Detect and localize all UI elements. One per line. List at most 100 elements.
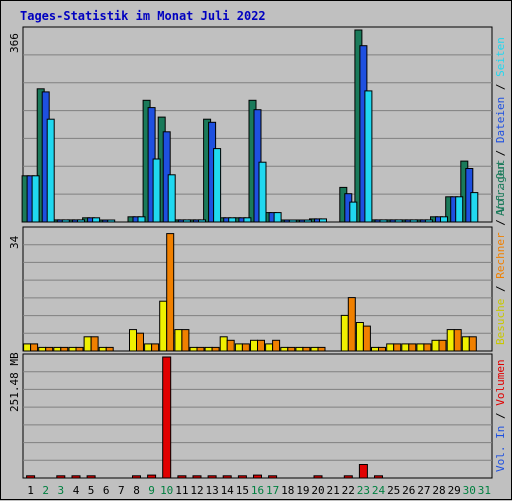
bar-hits-seiten-day-5 [92, 217, 101, 223]
legend-volume: Vol. In / Volumen [494, 359, 507, 472]
legend-hits: Anfragen / Dateien / Seiten [494, 37, 507, 216]
bar-volume-volumen-day-13 [207, 475, 217, 479]
bar-visits-besuche-day-24 [371, 346, 379, 352]
bar-visits-besuche-day-1 [23, 343, 32, 352]
x-tick-label-day-17: 17 [266, 484, 279, 497]
bar-visits-rechner-day-25 [393, 343, 402, 352]
legend-entry: Anfragen [494, 163, 507, 216]
x-tick-label-day-30: 30 [463, 484, 476, 497]
legend-entry: / [494, 213, 507, 233]
bar-hits-seiten-day-17 [273, 212, 282, 223]
bar-visits-rechner-day-28 [438, 339, 447, 352]
x-tick-label-day-16: 16 [251, 484, 264, 497]
x-tick-label-day-5: 5 [88, 484, 95, 497]
bar-hits-seiten-day-13 [213, 148, 222, 223]
bar-volume-volumen-day-20 [313, 475, 323, 479]
legend-entry: / [494, 279, 507, 299]
bar-visits-rechner-day-29 [453, 329, 462, 352]
x-tick-label-day-25: 25 [387, 484, 400, 497]
legend-entry: / [494, 143, 507, 163]
bar-visits-rechner-day-26 [408, 343, 417, 352]
bar-hits-seiten-day-6 [107, 219, 116, 223]
bar-visits-besuche-day-12 [189, 346, 198, 352]
bar-visits-rechner-day-18 [287, 346, 296, 352]
legend-entry: Vol. In [494, 426, 507, 472]
bar-hits-seiten-day-25 [394, 219, 403, 223]
x-tick-label-day-21: 21 [326, 484, 339, 497]
bar-visits-besuche-day-26 [401, 343, 410, 352]
bar-visits-besuche-day-4 [68, 346, 77, 352]
x-tick-label-day-10: 10 [160, 484, 173, 497]
x-tick-label-day-6: 6 [103, 484, 110, 497]
bar-visits-besuche-day-18 [280, 346, 289, 352]
bar-volume-volumen-day-1 [26, 475, 36, 479]
bar-visits-rechner-day-8 [136, 332, 144, 352]
chart-title: Tages-Statistik im Monat Juli 2022 [20, 9, 266, 23]
x-tick-label-day-14: 14 [221, 484, 235, 497]
bar-visits-rechner-day-5 [90, 336, 99, 352]
x-tick-label-day-22: 22 [342, 484, 355, 497]
bar-volume-volumen-day-12 [192, 475, 202, 479]
bar-hits-seiten-day-2 [46, 118, 55, 223]
bar-hits-seiten-day-4 [77, 219, 85, 223]
x-tick-label-day-24: 24 [372, 484, 386, 497]
x-tick-label-day-23: 23 [357, 484, 370, 497]
bar-hits-seiten-day-18 [288, 219, 297, 223]
bar-visits-rechner-day-22 [347, 297, 356, 352]
bar-visits-besuche-day-16 [250, 339, 258, 352]
bar-volume-volumen-day-24 [374, 475, 383, 479]
bar-visits-besuche-day-3 [53, 346, 62, 352]
bar-hits-seiten-day-10 [167, 174, 176, 223]
x-tick-label-day-19: 19 [296, 484, 309, 497]
bar-hits-seiten-day-23 [364, 90, 373, 223]
bar-volume-volumen-day-11 [177, 475, 187, 479]
bar-visits-rechner-day-17 [272, 339, 281, 352]
bar-volume-volumen-day-5 [86, 475, 96, 479]
bar-visits-besuche-day-28 [431, 339, 440, 352]
bar-visits-besuche-day-29 [446, 329, 455, 352]
bar-volume-volumen-day-9 [147, 474, 157, 479]
bar-visits-besuche-day-27 [416, 343, 425, 352]
bar-hits-seiten-day-12 [198, 219, 206, 223]
bar-visits-rechner-day-14 [226, 339, 235, 352]
bar-volume-volumen-day-15 [237, 475, 247, 479]
y-max-label-visits: 34 [8, 235, 21, 249]
legend-visits: Besuche / Rechner / Vol. Out [494, 160, 507, 345]
bar-visits-besuche-day-15 [234, 343, 243, 352]
bar-volume-volumen-day-16 [253, 474, 262, 479]
bar-visits-besuche-day-2 [38, 346, 47, 352]
bar-visits-rechner-day-13 [211, 346, 220, 352]
bar-visits-rechner-day-6 [105, 346, 114, 352]
bar-visits-besuche-day-13 [204, 346, 213, 352]
bar-visits-rechner-day-11 [181, 329, 190, 352]
x-tick-label-day-13: 13 [205, 484, 218, 497]
y-max-label-hits: 366 [8, 33, 21, 53]
x-tick-label-day-28: 28 [432, 484, 445, 497]
bar-visits-besuche-day-6 [98, 346, 107, 352]
bar-visits-besuche-day-23 [355, 322, 364, 352]
bar-volume-volumen-day-10 [162, 356, 172, 479]
x-tick-label-day-9: 9 [148, 484, 155, 497]
bar-visits-besuche-day-5 [83, 336, 92, 352]
y-max-label-volume: 251.48 MB [8, 352, 21, 412]
bar-hits-seiten-day-24 [379, 219, 388, 223]
bar-hits-seiten-day-8 [137, 216, 146, 223]
bar-volume-volumen-day-14 [222, 475, 232, 479]
x-tick-label-day-2: 2 [42, 484, 49, 497]
bar-hits-seiten-day-28 [440, 216, 448, 223]
bar-volume-volumen-day-17 [268, 475, 278, 479]
legend-entry: Dateien [494, 97, 507, 143]
x-tick-label-day-15: 15 [236, 484, 249, 497]
bar-visits-rechner-day-4 [75, 346, 84, 352]
bar-hits-seiten-day-29 [455, 196, 464, 223]
x-tick-label-day-3: 3 [57, 484, 64, 497]
x-tick-label-day-29: 29 [448, 484, 461, 497]
legend-entry: Rechner [494, 232, 507, 279]
bar-visits-rechner-day-12 [196, 346, 205, 352]
x-tick-label-day-26: 26 [402, 484, 415, 497]
bar-volume-volumen-day-4 [71, 475, 81, 479]
bar-visits-besuche-day-22 [340, 314, 349, 352]
bar-hits-seiten-day-26 [409, 219, 418, 223]
bar-hits-seiten-day-11 [182, 219, 191, 223]
